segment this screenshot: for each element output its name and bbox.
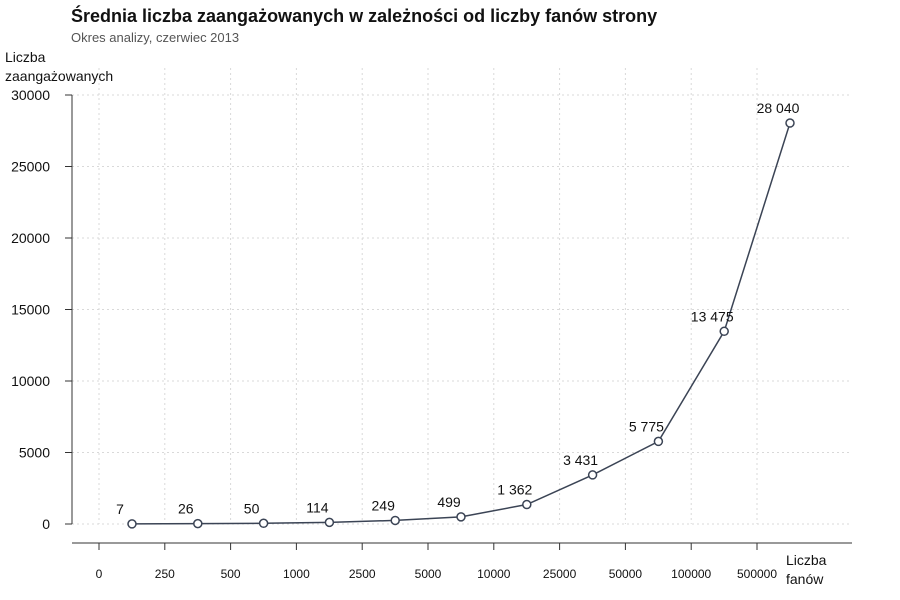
data-label: 5 775 [629, 418, 664, 434]
series [127, 118, 795, 529]
y-axis-label-line: Liczba [5, 49, 46, 65]
data-point [390, 515, 400, 526]
y-tick-label: 0 [42, 516, 50, 532]
x-tick-label: 25000 [543, 567, 577, 581]
data-point [127, 519, 137, 529]
x-tick-label: 500 [221, 567, 241, 581]
y-axis-label: Liczba zaangażowanych [5, 48, 113, 86]
data-label: 249 [372, 497, 396, 513]
data-point [324, 517, 335, 528]
x-tick-label: 2500 [349, 567, 376, 581]
data-point [456, 512, 466, 522]
x-tick-label: 250 [155, 567, 175, 581]
data-label: 114 [306, 499, 329, 515]
data-point [653, 436, 664, 447]
chart-subtitle: Okres analizy, czerwiec 2013 [71, 30, 240, 45]
x-axis-label-line: Liczba [786, 552, 827, 568]
data-point [719, 326, 729, 337]
data-point [587, 470, 598, 480]
y-tick-label: 10000 [11, 373, 50, 389]
chart-title: Średnia liczba zaangażowanych w zależnoś… [71, 6, 658, 26]
x-axis-label-line: fanów [786, 571, 824, 587]
data-point [785, 118, 795, 128]
x-tick-label: 1000 [283, 567, 310, 581]
data-point [522, 499, 532, 510]
data-label: 13 475 [691, 308, 734, 324]
y-tick-label: 30000 [11, 87, 50, 103]
y-tick-label: 15000 [11, 302, 50, 318]
y-tick-label: 20000 [11, 230, 50, 246]
data-point [258, 518, 269, 529]
y-tick-label: 25000 [11, 159, 50, 175]
x-tick-label: 100000 [671, 567, 711, 581]
data-label: 50 [244, 500, 260, 516]
data-label: 3 431 [563, 452, 598, 468]
data-label: 7 [116, 501, 124, 517]
x-axis-label: Liczba fanów [786, 551, 826, 589]
y-tick-label: 5000 [19, 445, 50, 461]
data-labels: 7 26 50 114 249 499 1 362 3 431 5 775 13 475 28 04… [116, 100, 800, 517]
x-tick-label: 50000 [609, 567, 643, 581]
x-tick-label: 5000 [415, 567, 442, 581]
x-tick-label: 10000 [477, 567, 511, 581]
x-tick-label: 500000 [737, 567, 777, 581]
data-label: 1 362 [497, 482, 532, 498]
data-label: 499 [437, 494, 461, 510]
axes: 0 5000 10000 15000 20000 25000 30000 0 250 500 100… [11, 87, 852, 581]
y-axis-label-line: zaangażowanych [5, 68, 114, 84]
x-tick-label: 0 [96, 567, 103, 581]
data-label: 28 040 [757, 100, 800, 116]
data-point [193, 518, 203, 529]
data-label: 26 [178, 501, 194, 517]
